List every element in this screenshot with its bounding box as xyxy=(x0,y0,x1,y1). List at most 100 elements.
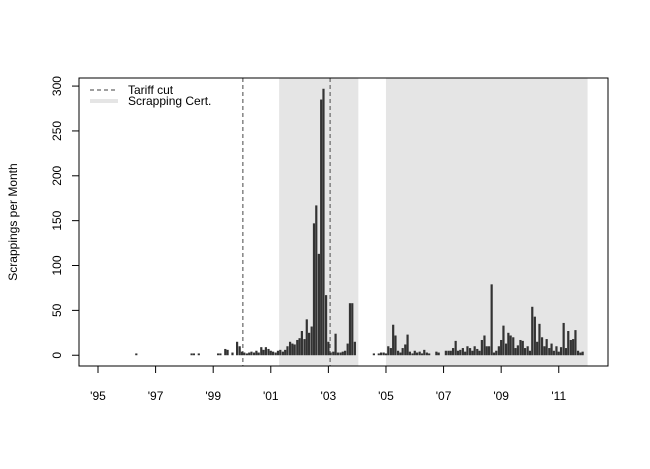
x-tick-label: '07 xyxy=(436,389,452,403)
bar xyxy=(240,351,244,356)
bar xyxy=(574,330,577,356)
bar xyxy=(310,326,313,356)
bar xyxy=(197,353,200,356)
bar xyxy=(346,343,349,356)
bar xyxy=(286,346,289,356)
y-tick-label: 150 xyxy=(50,210,64,230)
x-tick-label: '99 xyxy=(205,389,221,403)
y-axis-label: Scrappings per Month xyxy=(6,163,20,280)
bar xyxy=(248,352,251,356)
bar xyxy=(480,339,483,356)
bar xyxy=(406,334,409,356)
x-tick-label: '03 xyxy=(321,389,337,403)
bar xyxy=(269,350,272,356)
bar xyxy=(487,346,491,356)
bar xyxy=(334,333,337,356)
bar xyxy=(298,338,301,356)
bar xyxy=(401,348,404,356)
bar xyxy=(394,335,397,356)
bar xyxy=(507,332,510,356)
bar xyxy=(312,223,316,356)
bar xyxy=(533,316,536,356)
bar xyxy=(557,351,560,356)
legend-label: Tariff cut xyxy=(128,83,174,97)
bar xyxy=(372,353,375,356)
bar xyxy=(329,352,332,356)
bar xyxy=(276,350,280,356)
bar xyxy=(257,352,260,356)
x-tick-label: '97 xyxy=(148,389,164,403)
bar xyxy=(264,347,267,356)
bar xyxy=(521,340,524,356)
bar xyxy=(389,348,392,356)
bar xyxy=(579,352,582,356)
bar xyxy=(420,353,424,356)
bar xyxy=(471,350,474,356)
bar xyxy=(288,341,292,356)
bar xyxy=(238,346,241,356)
bar xyxy=(382,352,385,356)
bar xyxy=(332,351,335,356)
bar xyxy=(307,332,311,356)
bar xyxy=(384,353,388,356)
bar xyxy=(538,323,541,356)
bar xyxy=(449,350,452,356)
bar xyxy=(341,351,344,356)
bar xyxy=(324,295,328,356)
bar xyxy=(260,347,263,356)
bar xyxy=(548,348,551,356)
bar xyxy=(569,339,572,356)
bar xyxy=(379,352,383,356)
bar xyxy=(437,352,440,356)
bar xyxy=(567,331,570,356)
bar xyxy=(250,351,253,356)
bar xyxy=(492,352,496,356)
bar xyxy=(459,349,462,356)
bar xyxy=(454,340,457,356)
bar xyxy=(572,339,575,356)
bar xyxy=(509,335,512,356)
bar xyxy=(243,352,246,356)
bar xyxy=(317,253,320,356)
x-tick-label: '95 xyxy=(90,389,106,403)
bar xyxy=(413,350,416,356)
bar xyxy=(562,322,565,356)
y-tick-label: 100 xyxy=(50,255,64,275)
bar xyxy=(224,348,227,356)
y-tick-label: 0 xyxy=(50,352,64,359)
bar xyxy=(526,346,529,356)
bar xyxy=(296,339,299,356)
bar xyxy=(336,352,339,356)
bar xyxy=(274,352,277,356)
bar xyxy=(411,353,414,356)
bar xyxy=(281,351,284,356)
bar xyxy=(519,339,522,356)
bar xyxy=(245,353,248,356)
bar xyxy=(320,99,323,356)
bar xyxy=(353,341,356,356)
bar xyxy=(516,345,519,356)
bar xyxy=(423,349,426,356)
bar xyxy=(502,325,505,356)
bar xyxy=(351,303,354,356)
bar xyxy=(219,353,222,356)
bar xyxy=(235,341,239,356)
bar xyxy=(305,319,308,356)
bar xyxy=(135,353,138,356)
bar xyxy=(252,352,256,356)
bar xyxy=(447,350,450,356)
bar xyxy=(531,306,534,356)
background-layer xyxy=(242,78,588,366)
bar xyxy=(485,346,488,356)
legend-label: Scrapping Cert. xyxy=(128,94,211,108)
y-tick-label: 300 xyxy=(50,76,64,96)
bar xyxy=(396,350,400,356)
bar xyxy=(339,352,342,356)
bar xyxy=(490,284,493,356)
bar xyxy=(461,348,464,356)
bar xyxy=(300,331,303,356)
bar xyxy=(425,352,428,356)
bar xyxy=(231,352,234,356)
bar xyxy=(226,349,229,356)
bar xyxy=(495,350,498,356)
